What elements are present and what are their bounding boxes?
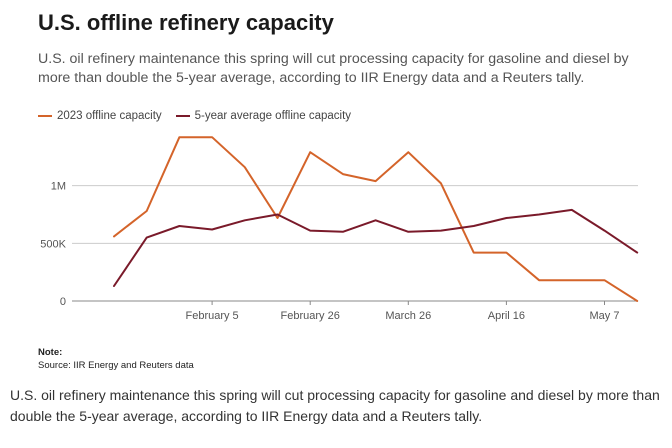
- y-tick-label: 500K: [40, 238, 66, 250]
- x-tick-label: February 5: [185, 310, 238, 322]
- legend-label-2023: 2023 offline capacity: [57, 110, 162, 122]
- legend-swatch-5yr-average: [175, 115, 190, 117]
- chart-title: U.S. offline refinery capacity: [38, 10, 334, 35]
- y-tick-label: 1M: [51, 181, 66, 193]
- chart-card: U.S. offline refinery capacity U.S. oil …: [38, 10, 639, 372]
- legend-item-5yr-average: 5-year average offline capacity: [175, 110, 352, 122]
- chart-note: Note: Source: IIR Energy and Reuters dat…: [38, 346, 194, 372]
- y-tick-label: 0: [60, 296, 66, 308]
- source-text: Source: IIR Energy and Reuters data: [38, 360, 194, 371]
- article-caption: U.S. oil refinery maintenance this sprin…: [10, 387, 660, 424]
- x-tick-label: February 26: [281, 310, 340, 322]
- x-tick-label: May 7: [590, 310, 620, 322]
- line-chart: 0 500K 1M February 5 February 26 March 26 Apri…: [40, 136, 639, 322]
- chart-subtitle: U.S. oil refinery maintenance this sprin…: [38, 51, 629, 86]
- series-line-2023: [113, 136, 639, 302]
- legend-item-2023: 2023 offline capacity: [38, 110, 162, 122]
- x-tick-label: March 26: [385, 310, 431, 322]
- legend-label-5yr-average: 5-year average offline capacity: [194, 110, 352, 122]
- note-label: Note:: [38, 347, 63, 358]
- chart-legend: 2023 offline capacity 5-year average off…: [38, 108, 365, 124]
- series-line-5yr-average: [113, 208, 639, 287]
- legend-swatch-2023: [38, 115, 52, 117]
- x-tick-label: April 16: [488, 310, 525, 322]
